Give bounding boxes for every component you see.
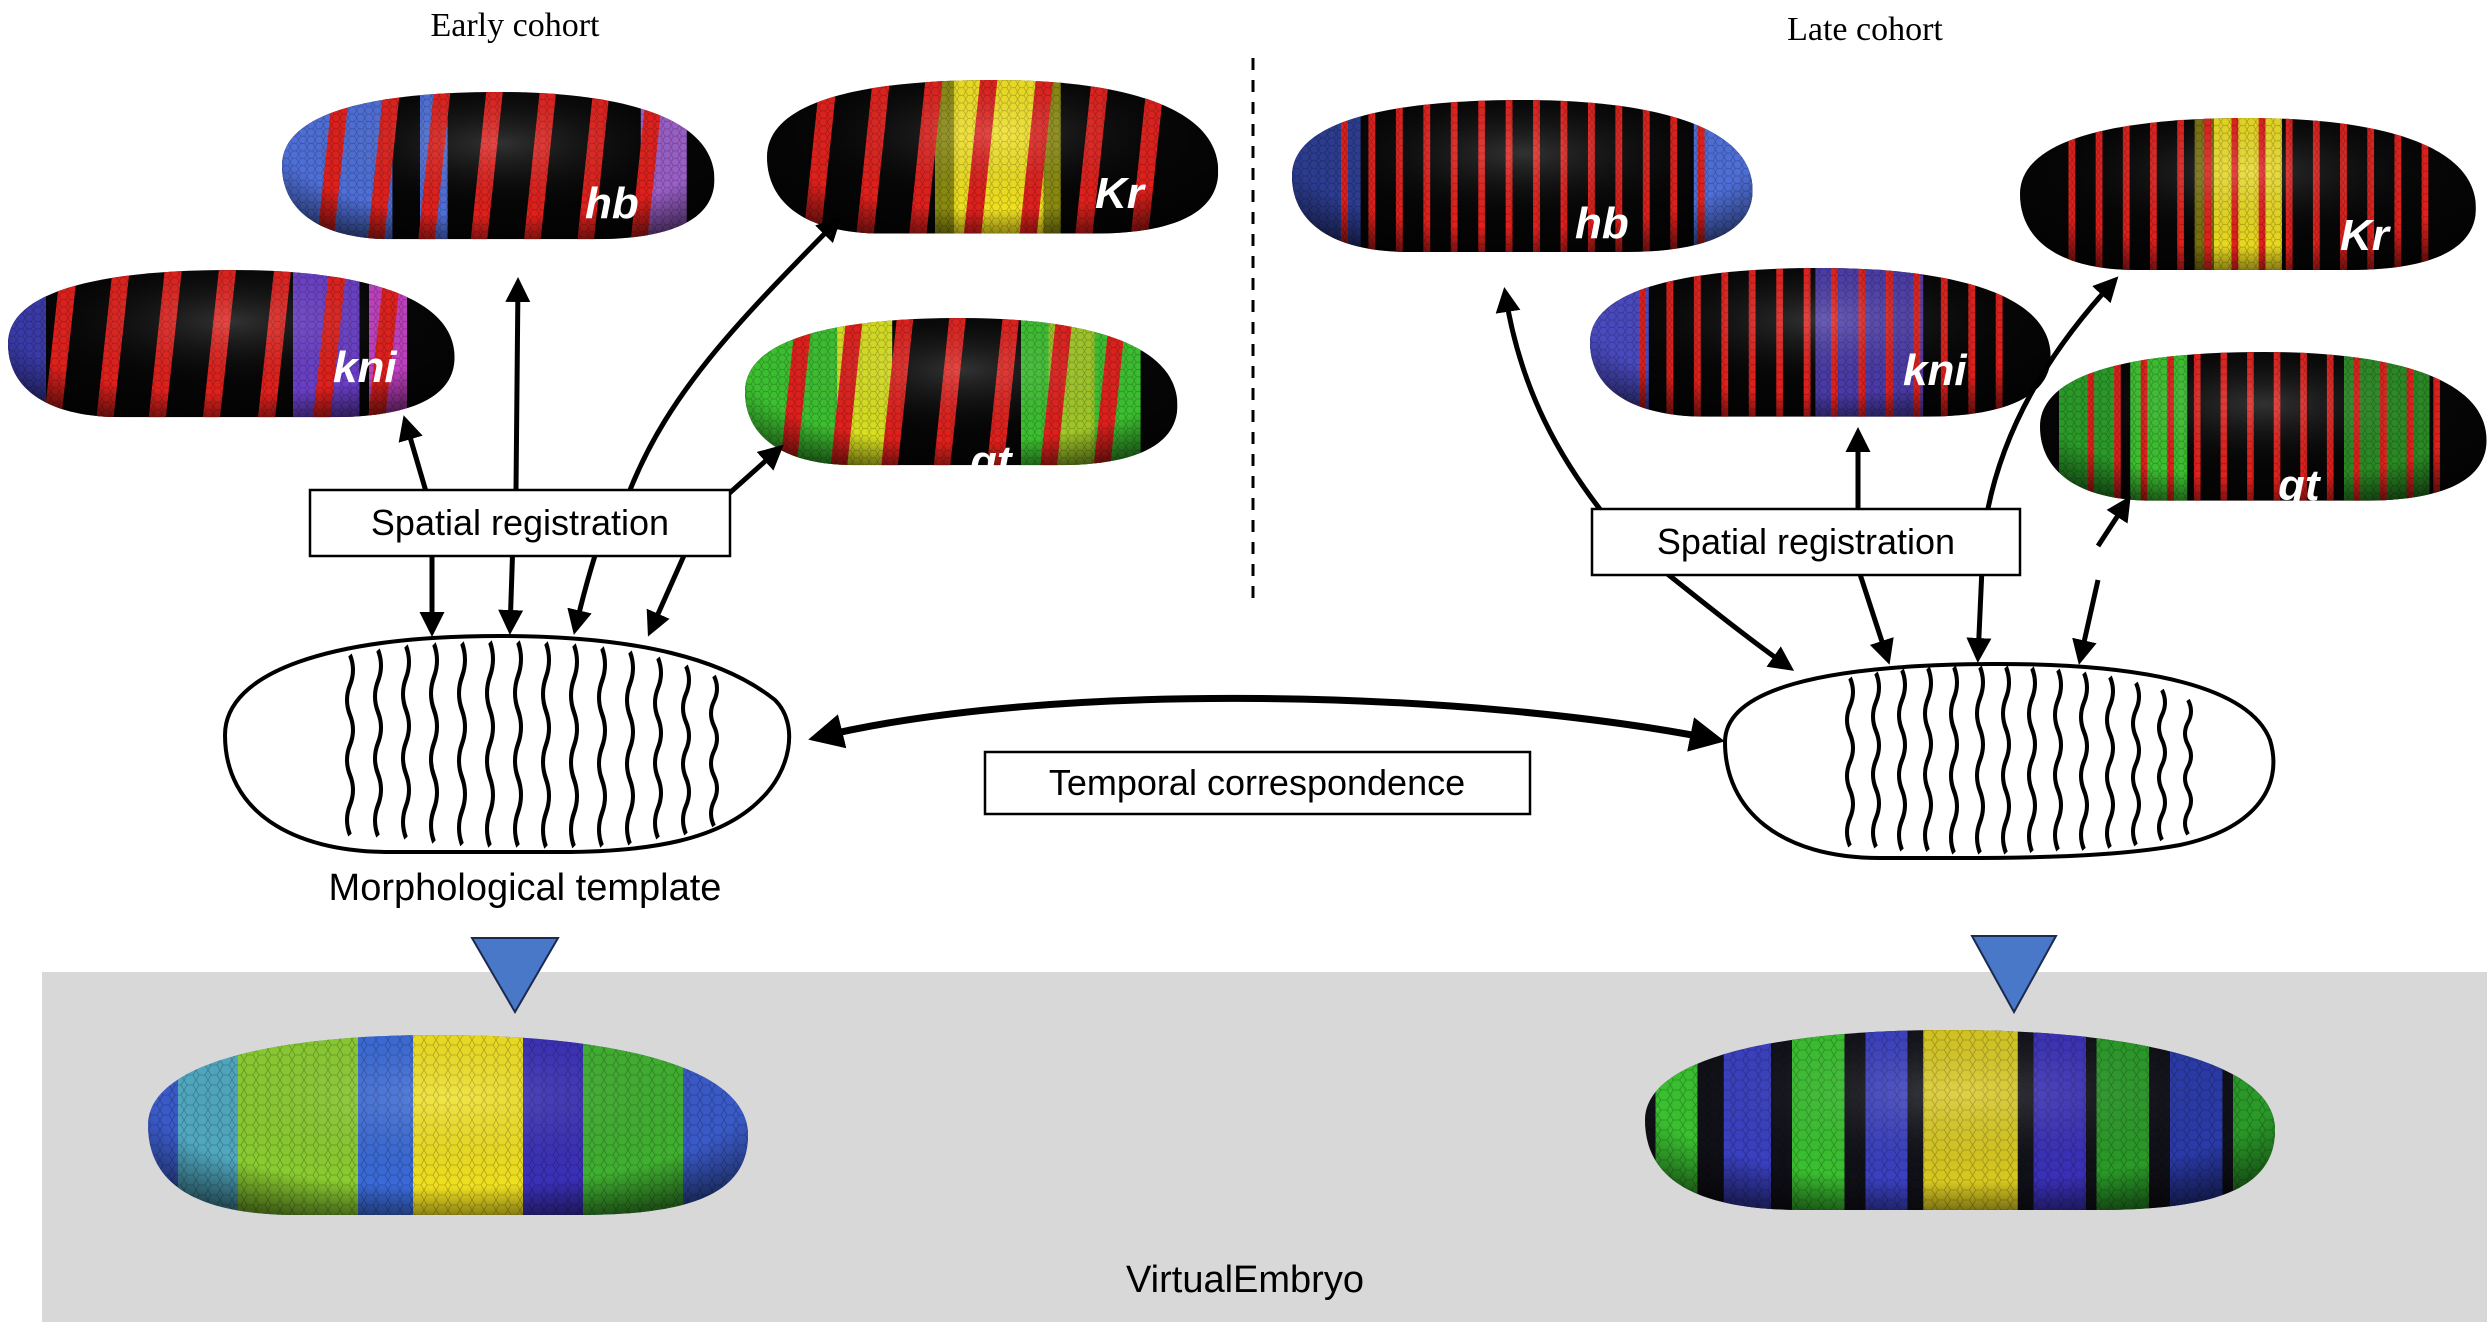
gene-label-hb-late: hb [1575,199,1629,248]
early-embryo-gt: gt [745,309,1177,486]
gene-label-gt: gt [969,437,1014,486]
late-embryo-hb: hb [1292,91,1753,272]
right-marker-triangle [1970,935,2058,1015]
early-embryo-hb: hb [282,83,714,258]
gene-label-kr: Kr [1095,169,1147,218]
temporal-arrow [808,694,1725,752]
late-cohort-header: Late cohort [1787,11,1943,48]
late-embryo-kni: kni [1590,259,2051,436]
gene-label-kr-late: Kr [2340,211,2392,260]
virtual-embryo-early [148,1035,748,1215]
late-registration-arrows [1495,276,2131,671]
morph-template-label: Morphological template [329,867,722,909]
late-morph-template [1722,661,2276,860]
spatial-registration-box-left: Spatial registration [308,488,732,558]
spatial-registration-box-right: Spatial registration [1590,507,2022,577]
early-morph-template [222,633,792,854]
early-cohort-header: Early cohort [431,7,601,44]
early-embryo-kni: kni [8,261,455,436]
late-embryo-kr: Kr [2020,109,2476,290]
late-embryo-gt: gt [2040,343,2487,520]
gene-label-kni: kni [333,343,397,392]
left-marker-triangle [470,937,560,1014]
gene-label-kni-late: kni [1903,346,1967,395]
virtual-embryo-late [1645,1030,2275,1210]
spatial-registration-label-left: Spatial registration [371,502,669,543]
temporal-correspondence-label: Temporal correspondence [1049,762,1465,803]
virtual-embryo-label: VirtualEmbryo [1126,1259,1364,1301]
gene-label-hb: hb [585,179,639,228]
temporal-correspondence-box: Temporal correspondence [983,750,1532,816]
gene-label-gt-late: gt [2277,461,2322,510]
spatial-registration-label-right: Spatial registration [1657,521,1955,562]
early-embryo-kr: Kr [767,70,1218,252]
